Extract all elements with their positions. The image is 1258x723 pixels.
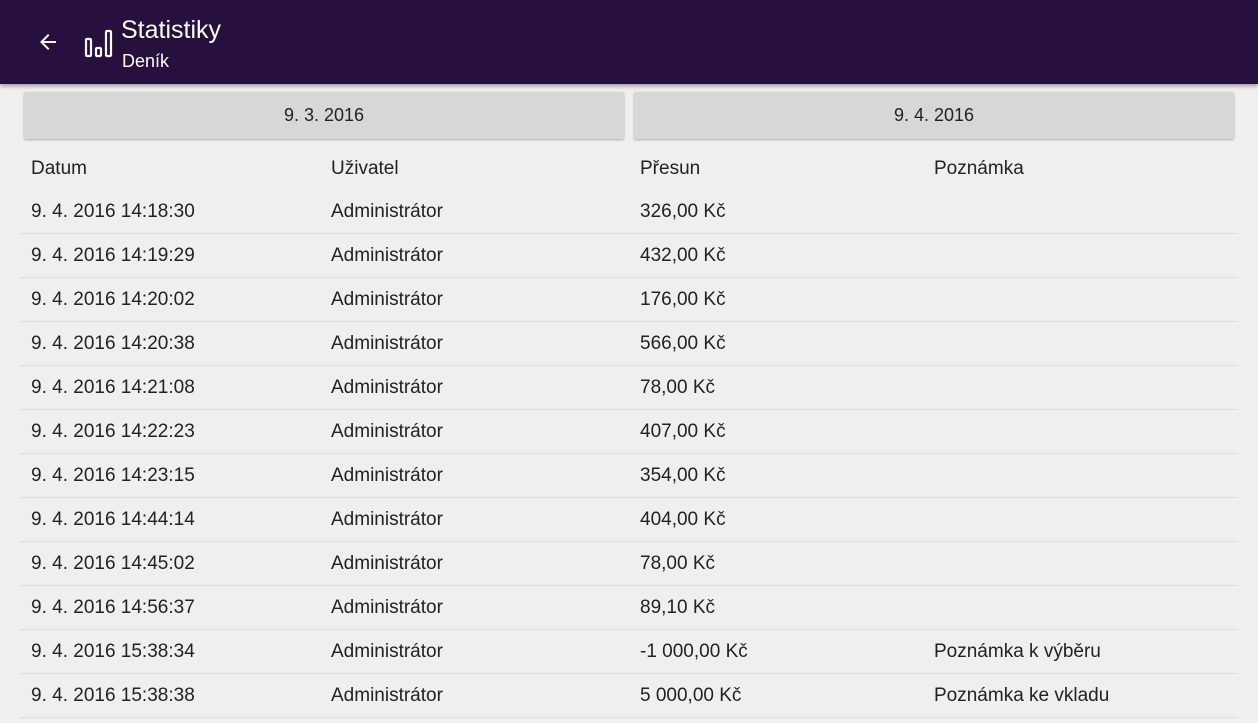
cell-user: Administrátor <box>331 377 443 398</box>
cell-transfer: 89,10 Kč <box>640 597 715 618</box>
table-row[interactable]: 9. 4. 2016 14:44:14 Administrátor 404,00… <box>20 498 1238 542</box>
cell-user: Administrátor <box>331 289 443 310</box>
cell-date: 9. 4. 2016 15:38:38 <box>31 685 195 706</box>
cell-transfer: 432,00 Kč <box>640 245 726 266</box>
bar-chart-icon <box>84 28 118 58</box>
table-row[interactable]: 9. 4. 2016 14:20:02 Administrátor 176,00… <box>20 278 1238 322</box>
cell-user: Administrátor <box>331 597 443 618</box>
cell-date: 9. 4. 2016 14:45:02 <box>31 553 195 574</box>
cell-transfer: 78,00 Kč <box>640 377 715 398</box>
date-from-button[interactable]: 9. 3. 2016 <box>24 92 624 139</box>
cell-date: 9. 4. 2016 14:23:15 <box>31 465 195 486</box>
cell-date: 9. 4. 2016 14:18:30 <box>31 201 195 222</box>
table-row[interactable]: 9. 4. 2016 14:19:29 Administrátor 432,00… <box>20 234 1238 278</box>
cell-date: 9. 4. 2016 14:20:38 <box>31 333 195 354</box>
cell-user: Administrátor <box>331 509 443 530</box>
cell-user: Administrátor <box>331 245 443 266</box>
cell-transfer: 78,00 Kč <box>640 553 715 574</box>
table-row[interactable]: 9. 4. 2016 15:38:38 Administrátor 5 000,… <box>20 674 1238 718</box>
date-to-button[interactable]: 9. 4. 2016 <box>634 92 1234 139</box>
journal-table: Datum Uživatel Přesun Poznámka 9. 4. 201… <box>20 148 1238 718</box>
arrow-left-icon <box>36 30 60 59</box>
cell-user: Administrátor <box>331 641 443 662</box>
cell-transfer: 5 000,00 Kč <box>640 685 742 706</box>
cell-transfer: 407,00 Kč <box>640 421 726 442</box>
cell-transfer: 354,00 Kč <box>640 465 726 486</box>
cell-transfer: -1 000,00 Kč <box>640 641 748 662</box>
table-row[interactable]: 9. 4. 2016 15:38:34 Administrátor -1 000… <box>20 630 1238 674</box>
cell-date: 9. 4. 2016 14:20:02 <box>31 289 195 310</box>
cell-transfer: 566,00 Kč <box>640 333 726 354</box>
column-header-user: Uživatel <box>331 158 399 179</box>
table-row[interactable]: 9. 4. 2016 14:56:37 Administrátor 89,10 … <box>20 586 1238 630</box>
table-row[interactable]: 9. 4. 2016 14:21:08 Administrátor 78,00 … <box>20 366 1238 410</box>
column-header-note: Poznámka <box>934 158 1024 179</box>
cell-user: Administrátor <box>331 465 443 486</box>
cell-user: Administrátor <box>331 333 443 354</box>
table-row[interactable]: 9. 4. 2016 14:45:02 Administrátor 78,00 … <box>20 542 1238 586</box>
cell-date: 9. 4. 2016 14:22:23 <box>31 421 195 442</box>
cell-transfer: 404,00 Kč <box>640 509 726 530</box>
table-row[interactable]: 9. 4. 2016 14:18:30 Administrátor 326,00… <box>20 190 1238 234</box>
cell-user: Administrátor <box>331 201 443 222</box>
cell-transfer: 326,00 Kč <box>640 201 726 222</box>
table-row[interactable]: 9. 4. 2016 14:22:23 Administrátor 407,00… <box>20 410 1238 454</box>
cell-date: 9. 4. 2016 14:21:08 <box>31 377 195 398</box>
column-header-transfer: Přesun <box>640 158 701 179</box>
cell-user: Administrátor <box>331 685 443 706</box>
table-row[interactable]: 9. 4. 2016 14:20:38 Administrátor 566,00… <box>20 322 1238 366</box>
cell-date: 9. 4. 2016 14:44:14 <box>31 509 195 530</box>
cell-user: Administrátor <box>331 421 443 442</box>
page-subtitle: Deník <box>122 51 170 71</box>
cell-transfer: 176,00 Kč <box>640 289 726 310</box>
page-title: Statistiky <box>121 16 222 44</box>
cell-date: 9. 4. 2016 14:56:37 <box>31 597 195 618</box>
cell-note: Poznámka k výběru <box>934 641 1101 662</box>
cell-date: 9. 4. 2016 14:19:29 <box>31 245 195 266</box>
cell-date: 9. 4. 2016 15:38:34 <box>31 641 195 662</box>
back-button[interactable] <box>26 22 70 66</box>
cell-note: Poznámka ke vkladu <box>934 685 1110 706</box>
table-header-row: Datum Uživatel Přesun Poznámka <box>20 148 1238 190</box>
app-bar: Statistiky Deník <box>0 0 1258 84</box>
cell-user: Administrátor <box>331 553 443 574</box>
table-row[interactable]: 9. 4. 2016 14:23:15 Administrátor 354,00… <box>20 454 1238 498</box>
column-header-date: Datum <box>31 158 87 179</box>
